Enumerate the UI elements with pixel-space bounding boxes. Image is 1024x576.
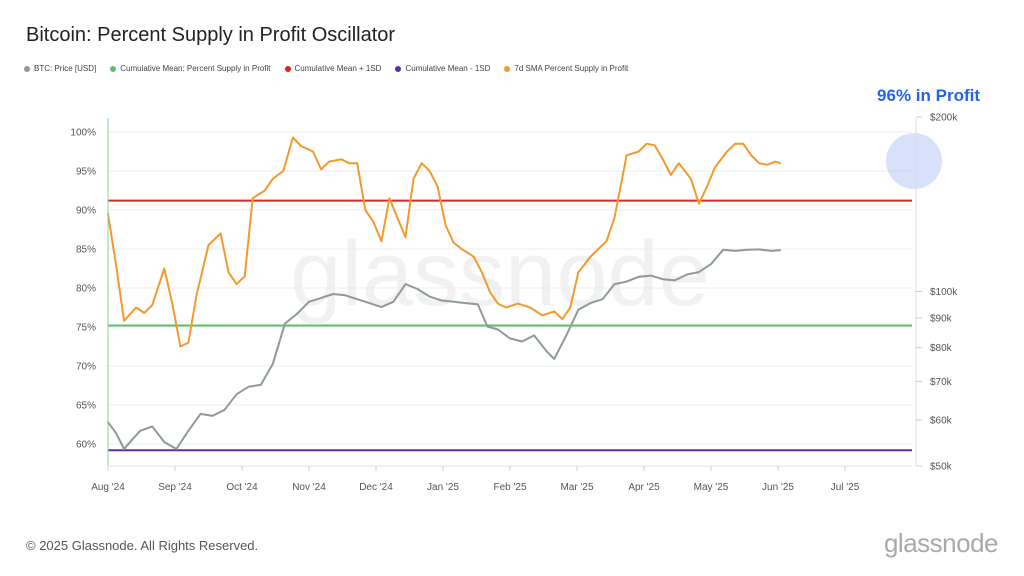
x-tick-label: Mar '25 xyxy=(560,482,593,493)
y-right-tick-label: $80k xyxy=(930,343,953,354)
sma-supply-profit-line xyxy=(107,136,782,348)
y-right-tick-label: $90k xyxy=(930,314,953,325)
btc-price-line xyxy=(107,248,782,450)
y-right-tick-label: $60k xyxy=(930,416,953,427)
legend-item-mean-minus-1sd[interactable]: Cumulative Mean - 1SD xyxy=(395,64,490,73)
x-tick-label: Apr '25 xyxy=(628,482,660,493)
y-left-tick-label: 100% xyxy=(70,128,96,139)
chart-title: Bitcoin: Percent Supply in Profit Oscill… xyxy=(26,24,396,46)
x-tick-label: Aug '24 xyxy=(91,482,125,493)
x-tick-label: Jun '25 xyxy=(762,482,794,493)
x-tick-label: May '25 xyxy=(694,482,729,493)
y-right-tick-label: $70k xyxy=(930,377,953,388)
legend-item-cumulative-mean[interactable]: Cumulative Mean: Percent Supply in Profi… xyxy=(110,64,271,73)
legend-label: Cumulative Mean - 1SD xyxy=(405,64,491,73)
x-tick-label: Feb '25 xyxy=(493,482,526,493)
y-right-tick-label: $50k xyxy=(930,462,953,473)
x-tick-label: Jan '25 xyxy=(427,482,459,493)
x-tick-label: Dec '24 xyxy=(359,482,393,493)
x-axis: Aug '24 Sep '24 Oct '24 Nov '24 Dec '24 Jan '… xyxy=(91,465,912,493)
legend-item-7d-sma[interactable]: 7d SMA Percent Supply in Profit xyxy=(504,64,628,73)
legend-label: BTC: Price [USD] xyxy=(34,64,97,73)
legend-item-btc-price[interactable]: BTC: Price [USD] xyxy=(24,64,96,73)
y-left-tick-label: 65% xyxy=(76,401,96,412)
right-axis: $50k $60k $70k $80k $90k $100k $200k xyxy=(915,113,958,473)
y-left-tick-label: 60% xyxy=(76,440,96,451)
series-lines xyxy=(107,136,782,450)
y-right-tick-label: $200k xyxy=(930,113,958,124)
left-axis: 60% 65% 70% 75% 80% 85% 90% 95% 100% xyxy=(70,118,109,466)
copyright-text: © 2025 Glassnode. All Rights Reserved. xyxy=(26,538,259,553)
y-left-tick-label: 85% xyxy=(76,245,96,256)
legend-marker xyxy=(110,65,117,72)
y-left-tick-label: 90% xyxy=(76,206,96,217)
legend-marker xyxy=(24,65,30,72)
chart-legend: BTC: Price [USD] Cumulative Mean: Percen… xyxy=(24,64,628,73)
highlight-circle xyxy=(886,133,942,189)
x-tick-label: Oct '24 xyxy=(226,482,258,493)
legend-label: Cumulative Mean + 1SD xyxy=(294,64,382,73)
profit-annotation: 96% in Profit xyxy=(877,86,980,105)
watermark: glassnode xyxy=(290,223,709,325)
y-left-tick-label: 95% xyxy=(76,167,96,178)
x-tick-label: Jul '25 xyxy=(831,482,860,493)
x-tick-label: Sep '24 xyxy=(158,482,192,493)
x-tick-label: Nov '24 xyxy=(292,482,326,493)
reference-lines xyxy=(108,199,912,452)
grid xyxy=(108,131,912,445)
legend-marker xyxy=(284,65,291,72)
legend-marker xyxy=(504,65,511,72)
y-right-tick-label: $100k xyxy=(930,287,958,298)
legend-label: Cumulative Mean: Percent Supply in Profi… xyxy=(120,64,271,73)
glassnode-logo: glassnode xyxy=(883,528,999,558)
legend-marker xyxy=(395,65,402,72)
y-left-tick-label: 75% xyxy=(76,323,96,334)
legend-label: 7d SMA Percent Supply in Profit xyxy=(514,64,629,73)
legend-item-mean-plus-1sd[interactable]: Cumulative Mean + 1SD xyxy=(284,64,382,73)
y-left-tick-label: 80% xyxy=(76,284,96,295)
y-left-tick-label: 70% xyxy=(76,362,96,373)
